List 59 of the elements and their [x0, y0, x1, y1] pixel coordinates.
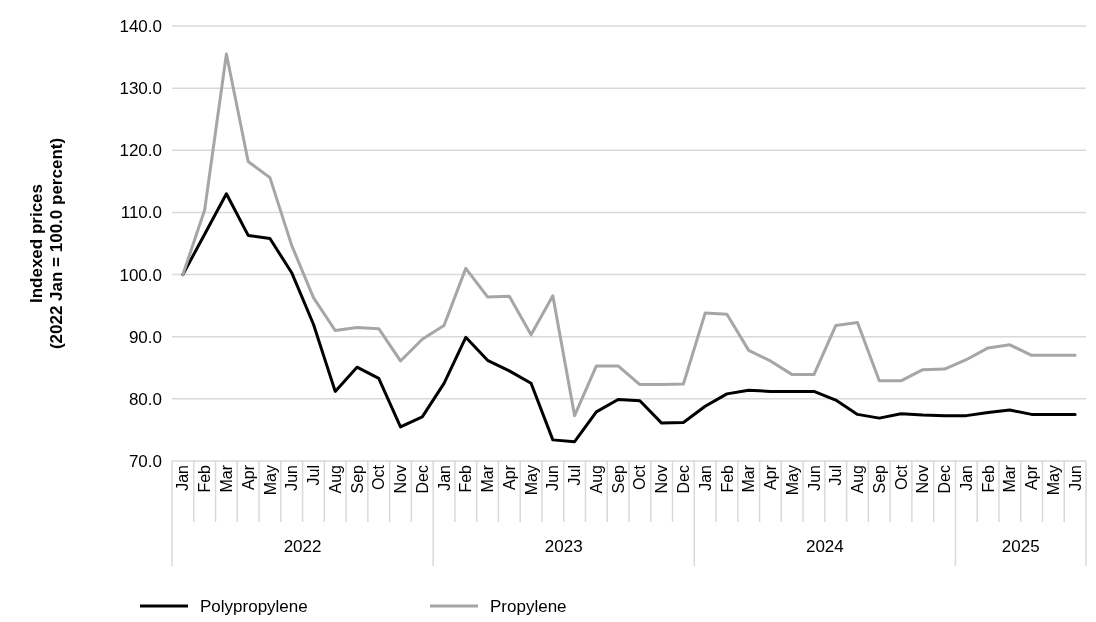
x-tick-label: Jul: [305, 465, 323, 486]
legend-label: Polypropylene: [200, 596, 308, 616]
text: 2025: [1001, 537, 1040, 556]
x-tick-label: Dec: [675, 465, 692, 494]
x-tick-label: Mar: [218, 464, 235, 493]
x-tick-label: Dec: [413, 465, 431, 494]
x-tick-label: Feb: [196, 464, 214, 493]
legend-label: Propylene: [490, 596, 567, 616]
y-tick-label: 110.0: [120, 203, 162, 223]
y-tick-label: 100.0: [119, 265, 162, 285]
x-tick-label: May: [261, 465, 279, 496]
text: 2022: [283, 537, 322, 556]
x-tick-label: Nov: [392, 465, 410, 494]
x-tick-label: Sep: [870, 464, 888, 494]
line-series: [181, 52, 1077, 418]
y-axis-title: Indexed prices (2022 Jan = 100.0 percent): [26, 137, 67, 350]
x-tick-label: Aug: [587, 465, 605, 494]
x-tick-label: Jan: [696, 465, 714, 491]
x-tick-label: May: [1044, 465, 1062, 496]
x-tick-label: Mar: [740, 464, 758, 493]
x-tick-label: May: [783, 465, 801, 496]
x-tick-label: May: [522, 465, 540, 496]
x-tick-label: Apr: [500, 464, 518, 490]
x-tick-label: Jul: [566, 465, 584, 486]
y-tick-label: 140.0: [119, 16, 162, 36]
x-tick-label: Jul: [827, 465, 845, 486]
x-tick-label: Jan: [174, 465, 192, 491]
x-tick-label: Nov: [653, 465, 671, 494]
x-tick-label: Sep: [348, 464, 366, 494]
text: 2023: [544, 537, 583, 556]
y-tick-label: 90.0: [128, 327, 162, 347]
x-tick-label: Apr: [762, 464, 780, 490]
x-tick-label: Aug: [849, 465, 867, 494]
x-tick-label: Jan: [957, 465, 975, 491]
x-tick-label: Jun: [283, 465, 301, 491]
x-tick-label: Apr: [239, 464, 257, 490]
y-tick-label: 130.0: [119, 79, 162, 99]
y-tick-label: 120.0: [119, 141, 162, 161]
text: 2024: [805, 537, 844, 556]
x-tick-label: Jun: [805, 465, 823, 491]
x-tick-label: Mar: [1001, 464, 1019, 493]
x-tick-label: Oct: [370, 464, 388, 490]
x-tick-label: Oct: [892, 464, 910, 490]
y-tick-label: 70.0: [128, 451, 162, 471]
x-tick-label: Mar: [479, 464, 497, 493]
x-tick-label: Apr: [1023, 464, 1041, 490]
x-tick-label: Feb: [457, 464, 475, 493]
x-tick-label: Dec: [936, 465, 954, 494]
x-tick-label: Aug: [326, 465, 344, 494]
x-tick-label: Feb: [718, 464, 736, 493]
line-series: [181, 192, 1077, 444]
x-tick-label: Jan: [435, 465, 453, 491]
x-tick-label: Jun: [544, 465, 562, 491]
x-tick-label: Nov: [914, 465, 932, 494]
x-tick-label: Jun: [1066, 465, 1084, 491]
x-tick-label: Oct: [631, 464, 649, 490]
x-tick-label: Sep: [609, 464, 627, 494]
y-tick-label: 80.0: [128, 389, 162, 409]
x-tick-label: Feb: [979, 464, 997, 493]
